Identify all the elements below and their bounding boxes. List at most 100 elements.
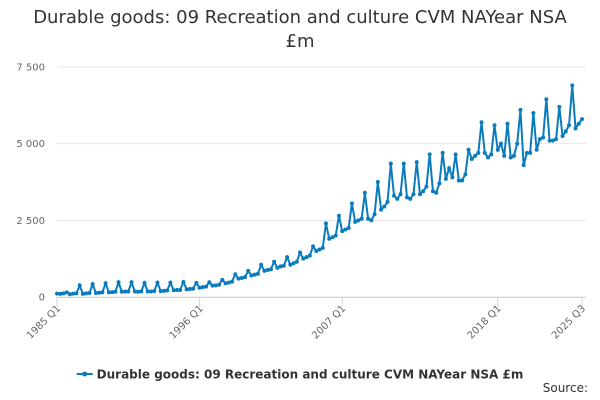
point	[362, 190, 367, 195]
point	[495, 147, 500, 152]
point	[323, 221, 328, 226]
point	[466, 147, 471, 152]
point	[145, 289, 150, 294]
point	[317, 247, 322, 252]
point	[207, 280, 212, 285]
point	[398, 192, 403, 197]
point	[508, 155, 513, 160]
point	[427, 152, 432, 157]
point	[103, 281, 108, 286]
point	[382, 204, 387, 209]
point	[570, 83, 575, 88]
point	[554, 137, 559, 142]
point	[372, 212, 377, 217]
point	[450, 175, 455, 180]
point	[482, 150, 487, 155]
point	[505, 121, 510, 126]
point	[430, 189, 435, 194]
point	[557, 104, 562, 109]
point	[161, 288, 166, 293]
point	[272, 259, 277, 264]
x-tick-label: 2007 Q1	[310, 303, 348, 341]
point	[388, 161, 393, 166]
point	[547, 138, 552, 143]
point	[84, 291, 89, 296]
point	[74, 291, 79, 296]
point	[479, 120, 484, 125]
point	[158, 289, 163, 294]
point	[58, 291, 63, 296]
point	[486, 155, 491, 160]
point	[366, 216, 371, 221]
point	[560, 134, 565, 138]
point	[178, 287, 183, 292]
point	[333, 233, 338, 238]
point	[395, 196, 400, 201]
point	[223, 281, 228, 286]
point	[191, 286, 196, 291]
point	[528, 150, 533, 155]
point	[311, 244, 316, 249]
point	[80, 291, 85, 296]
point	[541, 135, 546, 140]
point	[67, 292, 72, 297]
point	[573, 126, 578, 131]
point	[165, 288, 170, 293]
point	[314, 249, 319, 253]
point	[327, 236, 332, 241]
point	[294, 259, 299, 264]
point	[230, 279, 234, 284]
point	[563, 129, 568, 134]
legend-marker	[82, 371, 88, 377]
point	[531, 111, 536, 115]
point	[262, 268, 267, 273]
point	[171, 288, 176, 293]
point	[443, 176, 448, 181]
point	[174, 287, 179, 292]
point	[304, 255, 309, 260]
point	[168, 280, 173, 285]
point	[90, 282, 95, 287]
x-tick-label: 1985 Q1	[25, 303, 63, 341]
point	[113, 289, 118, 294]
point	[148, 289, 153, 294]
point	[550, 138, 555, 143]
series-line	[56, 85, 583, 296]
point	[498, 141, 503, 146]
point	[421, 189, 426, 194]
point	[136, 289, 141, 294]
point	[233, 272, 238, 277]
point	[408, 196, 413, 201]
point	[220, 277, 225, 282]
point	[369, 218, 374, 223]
point	[576, 121, 581, 126]
point	[155, 280, 160, 285]
point	[139, 289, 144, 294]
point	[375, 180, 380, 184]
point	[265, 268, 270, 273]
point	[93, 291, 98, 296]
point	[473, 153, 478, 158]
y-tick-label: 0	[39, 293, 45, 304]
point	[349, 201, 354, 206]
point	[489, 152, 494, 157]
point	[116, 280, 121, 285]
point	[97, 290, 102, 295]
point	[385, 199, 390, 204]
y-tick-label: 7 500	[16, 63, 45, 74]
point	[440, 150, 445, 155]
point	[281, 263, 286, 268]
point	[456, 178, 461, 183]
point	[434, 190, 439, 195]
point	[197, 285, 202, 290]
point	[61, 291, 66, 296]
point	[132, 289, 137, 294]
point	[77, 283, 82, 288]
point	[580, 117, 584, 122]
point	[187, 287, 192, 292]
point	[255, 271, 260, 276]
point	[142, 280, 147, 285]
point	[346, 226, 351, 230]
point	[100, 290, 105, 295]
point	[242, 275, 247, 280]
